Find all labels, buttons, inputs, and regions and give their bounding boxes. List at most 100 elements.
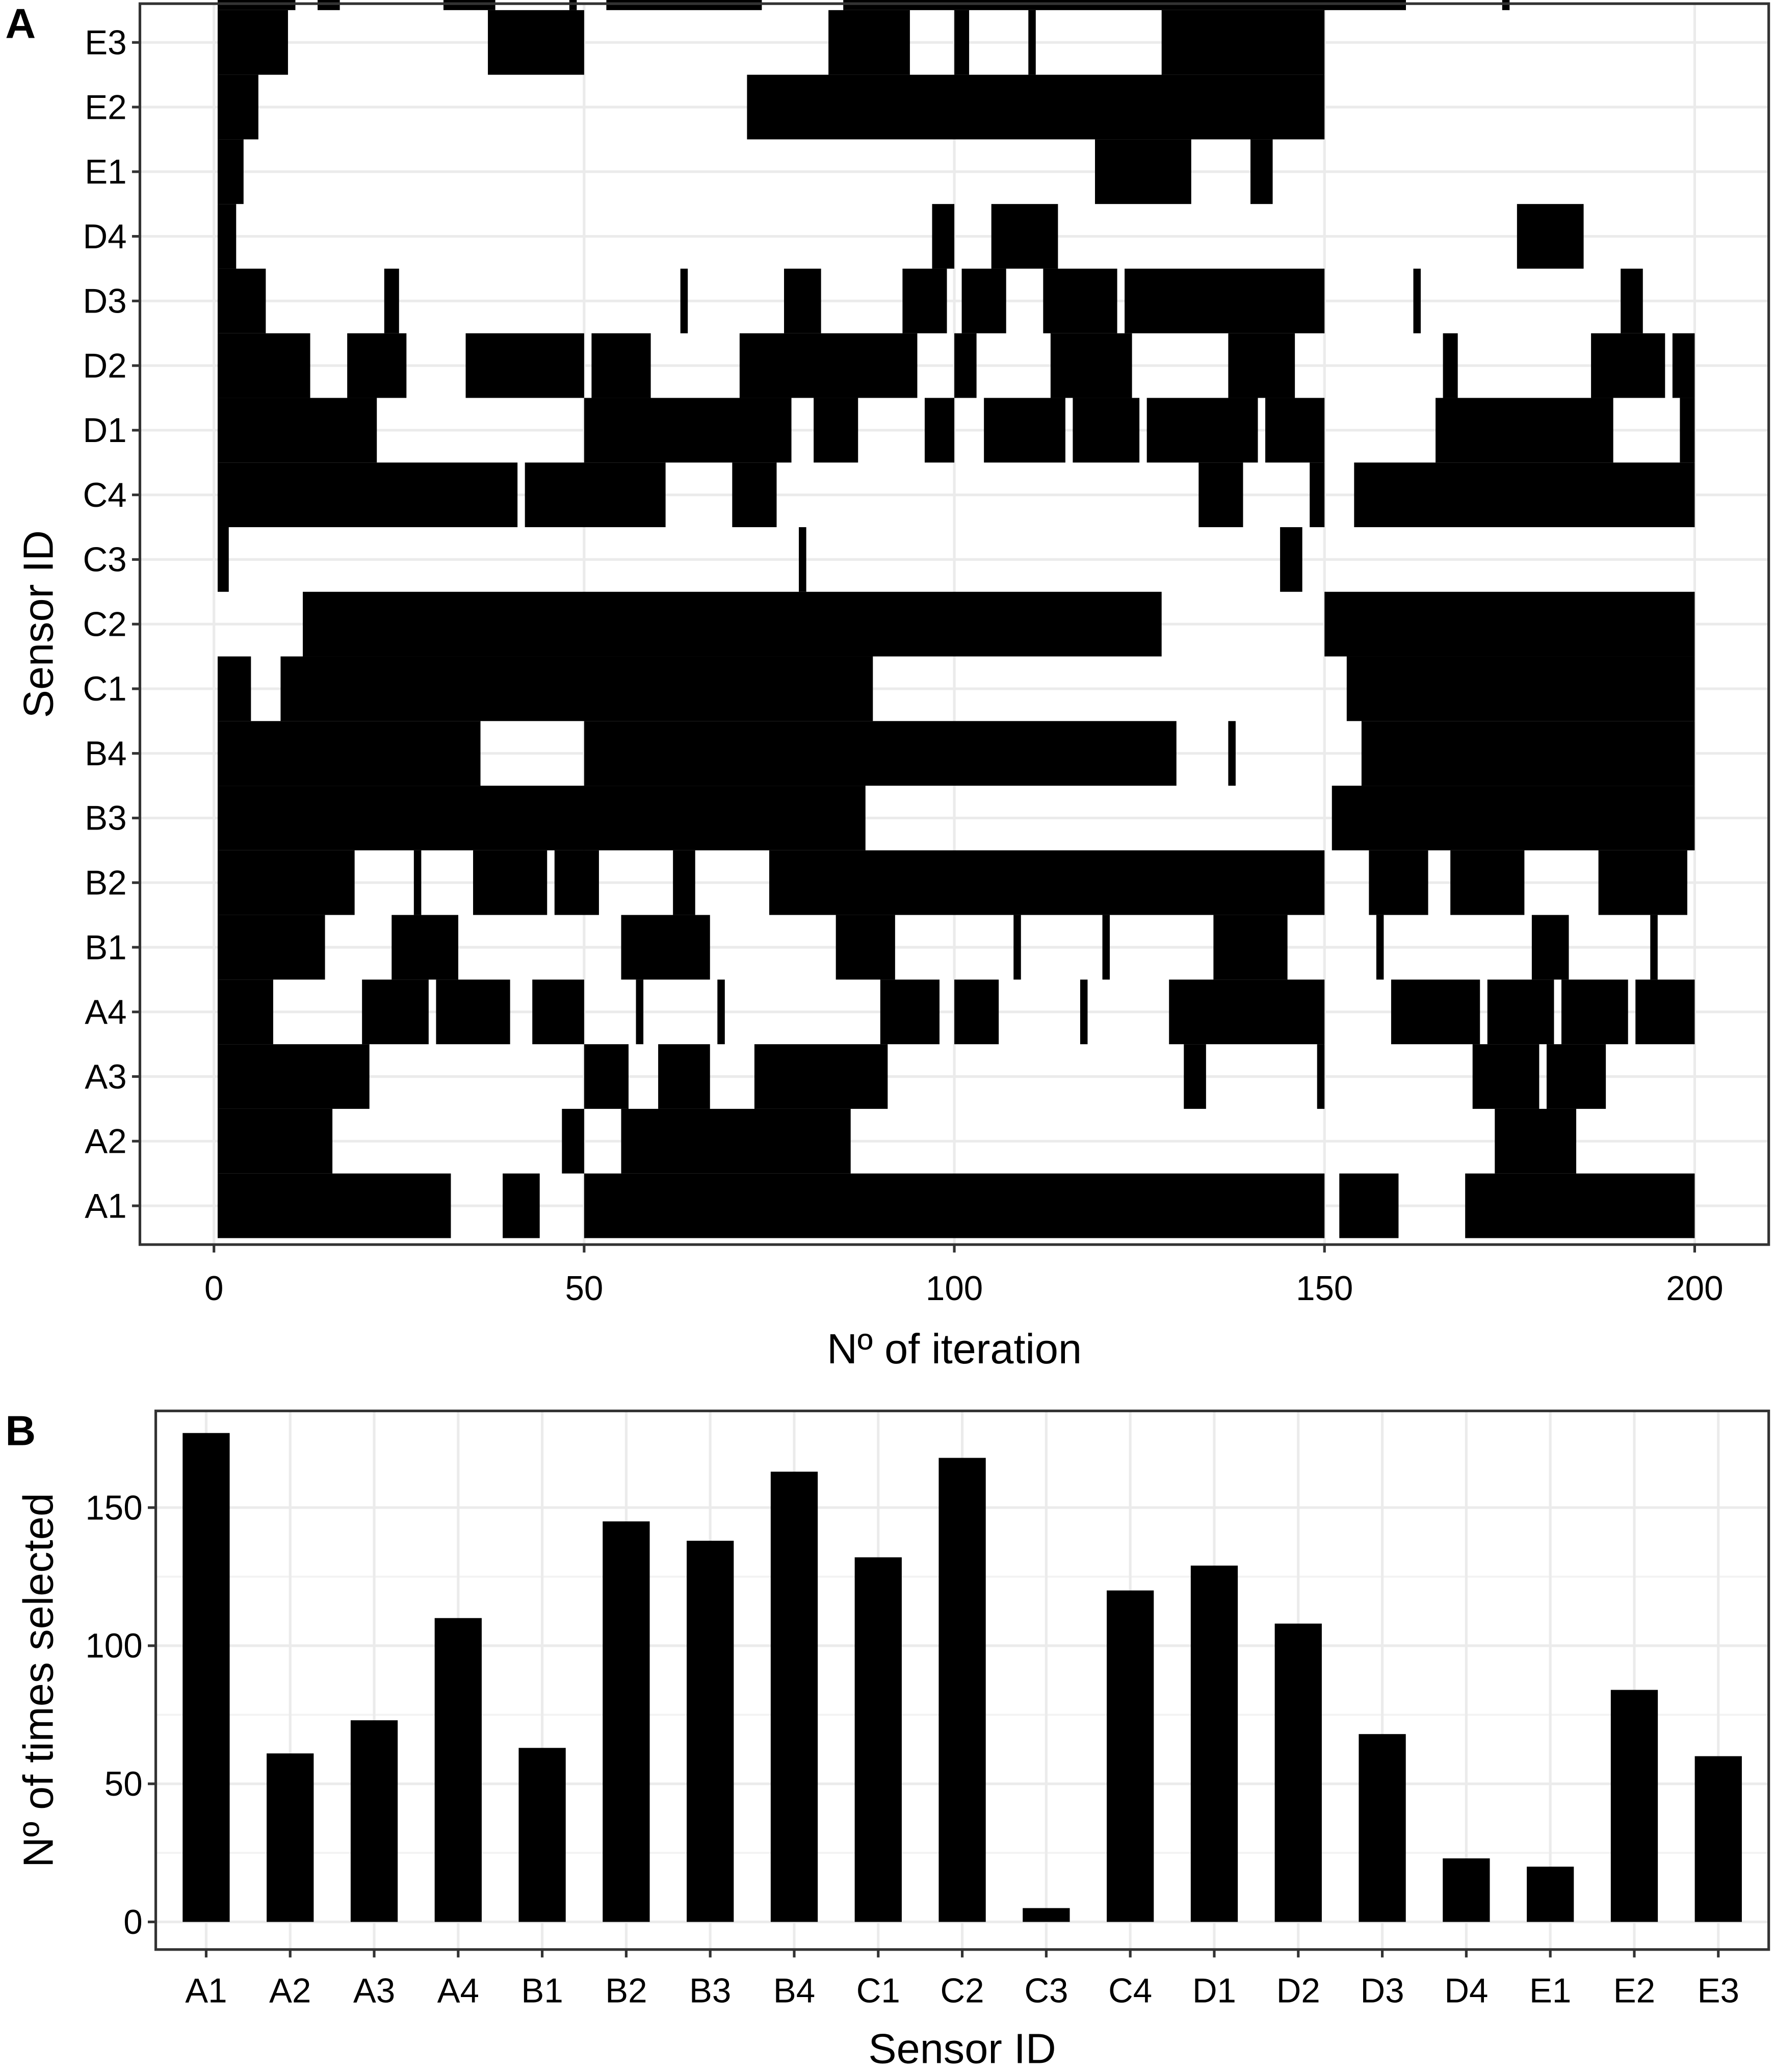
y-tick-label: D1 bbox=[83, 411, 127, 450]
bar bbox=[1443, 1858, 1490, 1922]
selection-tile bbox=[217, 979, 273, 1045]
selection-tile bbox=[413, 850, 422, 915]
selection-tile bbox=[1080, 979, 1088, 1045]
selection-tile bbox=[584, 398, 792, 463]
y-tick-label: D2 bbox=[83, 347, 127, 385]
y-tick-label: B2 bbox=[85, 864, 126, 902]
bar bbox=[687, 1540, 734, 1922]
selection-tile bbox=[1443, 333, 1458, 398]
x-tick-label: E1 bbox=[1529, 1972, 1571, 2010]
selection-tile bbox=[217, 527, 229, 592]
selection-tile bbox=[280, 656, 873, 721]
selection-tile bbox=[747, 74, 1325, 140]
y-tick-label: 50 bbox=[105, 1765, 143, 1803]
selection-tile bbox=[217, 74, 258, 140]
x-tick-label: D1 bbox=[1192, 1972, 1236, 2010]
selection-tile bbox=[217, 10, 288, 75]
x-tick-label: D4 bbox=[1444, 1972, 1488, 2010]
x-tick-label: D3 bbox=[1361, 1972, 1404, 2010]
y-tick-label: 100 bbox=[85, 1627, 142, 1665]
selection-tile bbox=[880, 979, 940, 1045]
selection-tile bbox=[717, 979, 725, 1045]
selection-tile bbox=[606, 0, 762, 10]
x-tick-label: D2 bbox=[1276, 1972, 1320, 2010]
selection-tile bbox=[569, 0, 577, 10]
bar bbox=[267, 1753, 314, 1922]
selection-tile bbox=[961, 268, 1006, 333]
x-tick-label: B2 bbox=[605, 1972, 647, 2010]
selection-tile bbox=[1028, 10, 1036, 75]
y-tick-label: B4 bbox=[85, 735, 126, 773]
x-tick-label: 200 bbox=[1666, 1270, 1723, 1308]
selection-tile bbox=[217, 850, 355, 915]
selection-tile bbox=[1680, 398, 1695, 463]
y-tick-label: E3 bbox=[85, 24, 126, 62]
x-tick-label: A3 bbox=[353, 1972, 395, 2010]
selection-tile bbox=[673, 850, 695, 915]
y-tick-label: B3 bbox=[85, 799, 126, 838]
selection-tile bbox=[318, 0, 340, 10]
selection-tile bbox=[1324, 591, 1695, 657]
selection-tile bbox=[347, 333, 407, 398]
selection-tile bbox=[1561, 979, 1628, 1045]
selection-tile bbox=[680, 268, 688, 333]
selection-tile bbox=[1161, 10, 1325, 75]
selection-tile bbox=[784, 268, 821, 333]
selection-tile bbox=[1436, 398, 1613, 463]
selection-tile bbox=[799, 527, 806, 592]
selection-tile bbox=[584, 1044, 629, 1109]
selection-tile bbox=[532, 979, 584, 1045]
selection-tile bbox=[954, 333, 977, 398]
selection-tile bbox=[1250, 139, 1273, 204]
x-tick-label: C2 bbox=[941, 1972, 984, 2010]
selection-tile bbox=[828, 10, 910, 75]
selection-tile bbox=[1354, 462, 1695, 527]
selection-tile bbox=[217, 204, 237, 269]
selection-tile bbox=[384, 268, 399, 333]
selection-tile bbox=[1598, 850, 1687, 915]
selection-tile bbox=[488, 10, 584, 75]
selection-tile bbox=[217, 1173, 451, 1238]
x-tick-label: B4 bbox=[773, 1972, 815, 2010]
selection-tile bbox=[621, 1108, 851, 1174]
selection-tile bbox=[1228, 333, 1295, 398]
selection-tile bbox=[1169, 979, 1325, 1045]
selection-tile bbox=[954, 979, 999, 1045]
selection-tile bbox=[503, 1173, 540, 1238]
selection-tile bbox=[217, 656, 251, 721]
y-tick-label: E2 bbox=[85, 88, 126, 126]
y-tick-label: D3 bbox=[83, 282, 127, 321]
selection-tile bbox=[554, 850, 599, 915]
selection-tile bbox=[1517, 204, 1584, 269]
selection-tile bbox=[1102, 915, 1110, 980]
selection-tile bbox=[836, 915, 895, 980]
x-tick-label: C3 bbox=[1024, 1972, 1068, 2010]
selection-tile bbox=[217, 1044, 370, 1109]
selection-tile bbox=[1265, 398, 1325, 463]
selection-tile bbox=[902, 268, 947, 333]
selection-tile bbox=[843, 0, 1406, 10]
y-tick-label: C1 bbox=[83, 670, 127, 708]
x-tick-label: 0 bbox=[204, 1270, 223, 1308]
y-tick-label: B1 bbox=[85, 928, 126, 967]
y-tick-label: E1 bbox=[85, 153, 126, 191]
selection-tile bbox=[217, 268, 266, 333]
selection-tile bbox=[1095, 139, 1191, 204]
selection-tile bbox=[217, 462, 518, 527]
bar bbox=[1023, 1908, 1070, 1922]
selection-tile bbox=[436, 979, 510, 1045]
x-tick-label: E3 bbox=[1698, 1972, 1739, 2010]
selection-tile bbox=[1310, 462, 1325, 527]
selection-tile bbox=[739, 333, 918, 398]
y-tick-label: A4 bbox=[85, 993, 126, 1031]
selection-tile bbox=[1361, 721, 1695, 786]
selection-tile bbox=[1228, 721, 1236, 786]
selection-tile bbox=[636, 979, 644, 1045]
selection-tile bbox=[732, 462, 777, 527]
selection-tile bbox=[1650, 915, 1658, 980]
y-tick-label: A3 bbox=[85, 1058, 126, 1096]
x-tick-label: C1 bbox=[856, 1972, 900, 2010]
selection-tile bbox=[754, 1044, 888, 1109]
